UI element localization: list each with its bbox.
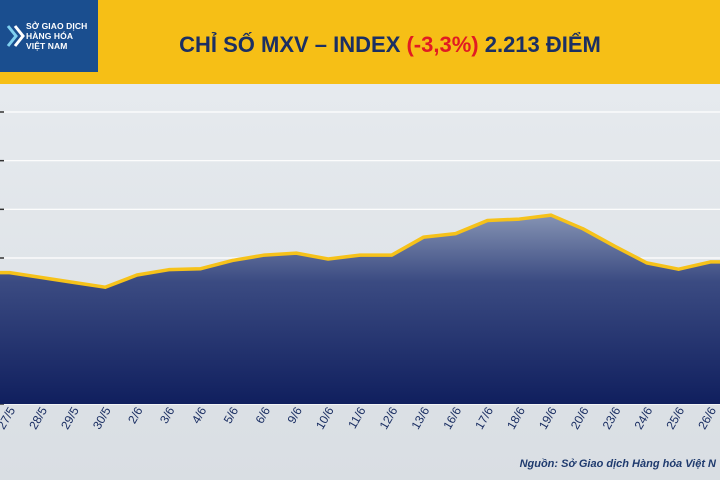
data-point-17/6 bbox=[485, 219, 489, 223]
data-point-19/6 bbox=[549, 213, 553, 217]
data-point-28/5 bbox=[39, 275, 43, 279]
x-tick-label: 12/6 bbox=[377, 404, 401, 432]
data-point-16/6 bbox=[454, 232, 458, 236]
logo-text-line2: HÀNG HÓA bbox=[26, 31, 74, 41]
data-point-3/6 bbox=[167, 268, 171, 272]
x-tick-label: 23/6 bbox=[600, 404, 624, 432]
series-area bbox=[0, 215, 720, 404]
title-suffix: 2.213 ĐIỂM bbox=[478, 32, 601, 57]
x-tick-label: 13/6 bbox=[409, 404, 433, 432]
data-point-24/6 bbox=[645, 261, 649, 265]
data-point-30/5 bbox=[103, 285, 107, 289]
logo: SỞ GIAO DỊCH HÀNG HÓA VIỆT NAM bbox=[0, 0, 98, 72]
x-tick-label: 24/6 bbox=[632, 404, 656, 432]
data-point-2/6 bbox=[135, 273, 139, 277]
logo-text-line1: SỞ GIAO DỊCH bbox=[26, 21, 88, 31]
title-banner: SỞ GIAO DỊCH HÀNG HÓA VIỆT NAM CHỈ SỐ MX… bbox=[0, 0, 720, 84]
x-tick-label: 20/6 bbox=[568, 404, 592, 432]
x-tick-label: 2/6 bbox=[125, 404, 146, 426]
data-point-12/6 bbox=[390, 253, 394, 257]
data-point-10/6 bbox=[326, 257, 330, 261]
x-tick-label: 9/6 bbox=[284, 404, 305, 426]
x-tick-label: 25/6 bbox=[663, 404, 687, 432]
x-tick-label: 30/5 bbox=[90, 404, 114, 432]
data-point-9/6 bbox=[294, 251, 298, 255]
data-point-11/6 bbox=[358, 253, 362, 257]
chart-title: CHỈ SỐ MXV – INDEX (-3,3%) 2.213 ĐIỂM bbox=[110, 30, 670, 60]
data-point-26/6 bbox=[708, 260, 712, 264]
x-tick-label: 3/6 bbox=[157, 404, 178, 426]
data-point-29/5 bbox=[71, 280, 75, 284]
x-tick-label: 27/5 bbox=[0, 404, 18, 432]
x-tick-label: 29/5 bbox=[58, 404, 82, 432]
data-point-5/6 bbox=[231, 258, 235, 262]
chart-svg: 27/5 28/5 29/5 30/5 2/6 3/6 4/6 5/6 6/6 9/6 10/6 11… bbox=[0, 111, 720, 432]
logo-chevron-icon bbox=[6, 25, 25, 47]
x-tick-label: 10/6 bbox=[313, 404, 337, 432]
logo-text-line3: VIỆT NAM bbox=[26, 41, 68, 51]
x-tick-label: 4/6 bbox=[189, 404, 210, 426]
data-point-18/6 bbox=[517, 217, 521, 221]
data-point-23/6 bbox=[613, 244, 617, 248]
x-tick-label: 19/6 bbox=[536, 404, 560, 432]
data-point-13/6 bbox=[422, 235, 426, 239]
data-point-6/6 bbox=[262, 253, 266, 257]
x-tick-label: 26/6 bbox=[695, 404, 719, 432]
source-note: Nguồn: Sở Giao dịch Hàng hóa Việt N bbox=[519, 458, 716, 470]
title-change: (-3,3%) bbox=[406, 32, 479, 57]
data-point-25/6 bbox=[677, 267, 681, 271]
x-tick-label: 6/6 bbox=[253, 404, 274, 426]
data-point-27/5 bbox=[8, 271, 12, 275]
x-tick-label: 18/6 bbox=[504, 404, 528, 432]
x-tick-label: 5/6 bbox=[221, 404, 242, 426]
x-tick-label: 16/6 bbox=[440, 404, 464, 432]
x-tick-label: 28/5 bbox=[26, 404, 50, 432]
title-prefix: CHỈ SỐ MXV – INDEX bbox=[179, 32, 407, 57]
data-point-4/6 bbox=[199, 267, 203, 271]
x-tick-label: 11/6 bbox=[345, 404, 369, 431]
x-tick-label: 17/6 bbox=[472, 404, 496, 432]
chart-area: 27/5 28/5 29/5 30/5 2/6 3/6 4/6 5/6 6/6 9/6 10/6 11… bbox=[0, 84, 720, 480]
data-point-20/6 bbox=[581, 227, 585, 231]
